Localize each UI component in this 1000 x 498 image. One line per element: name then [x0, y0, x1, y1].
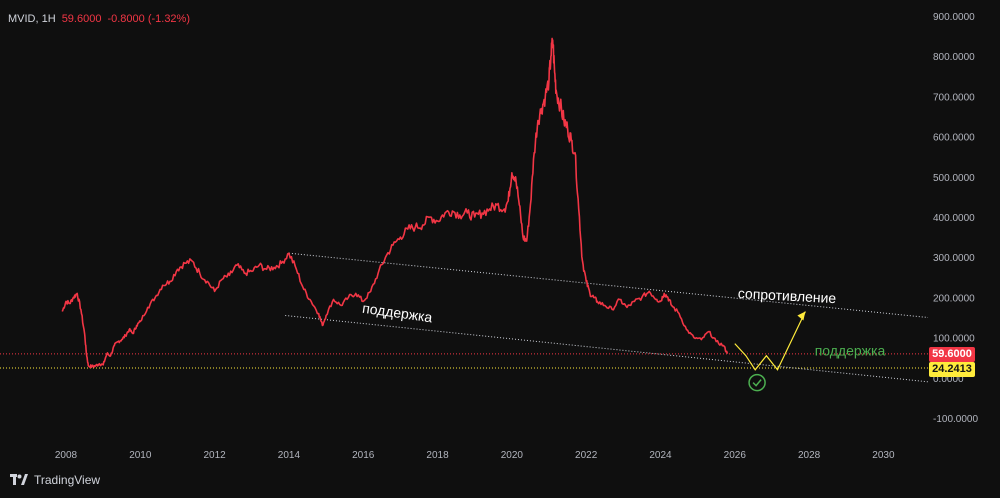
x-tick-label: 2018 — [426, 450, 449, 461]
y-tick-label: 500.0000 — [933, 173, 975, 184]
annotation-layer: сопротивление поддержка поддержка — [361, 285, 886, 392]
tradingview-brand: TradingView — [34, 473, 101, 487]
price-change: -0.8000 (-1.32%) — [107, 13, 190, 25]
forecast-path[interactable] — [734, 311, 806, 371]
y-tick-label: 0.0000 — [933, 374, 964, 385]
x-tick-label: 2030 — [872, 450, 895, 461]
x-tick-label: 2026 — [724, 450, 747, 461]
forecast-arrow-head — [797, 311, 806, 321]
x-tick-label: 2012 — [204, 450, 227, 461]
tradingview-icon — [10, 474, 28, 485]
annotation-label[interactable]: сопротивление — [738, 285, 837, 306]
price-series-line[interactable] — [61, 37, 729, 369]
x-tick-label: 2016 — [352, 450, 375, 461]
y-tick-label: 800.0000 — [933, 52, 975, 63]
y-tick-label: 100.0000 — [933, 334, 975, 345]
support-price-tag: 24.2413 — [929, 362, 975, 377]
y-tick-label: 900.0000 — [933, 12, 975, 23]
x-tick-label: 2020 — [501, 450, 524, 461]
symbol-label[interactable]: MVID, 1H — [8, 13, 56, 25]
y-tick-label: 600.0000 — [933, 133, 975, 144]
y-tick-label: 400.0000 — [933, 213, 975, 224]
trend-line[interactable] — [288, 252, 929, 318]
x-tick-label: 2028 — [798, 450, 821, 461]
annotation-label[interactable]: поддержка — [361, 300, 433, 326]
x-tick-label: 2008 — [55, 450, 78, 461]
tradingview-logo[interactable]: TradingView — [10, 473, 100, 487]
x-tick-label: 2024 — [649, 450, 672, 461]
x-tick-label: 2014 — [278, 450, 301, 461]
annotation-label[interactable]: поддержка — [815, 343, 886, 359]
y-tick-label: 700.0000 — [933, 92, 975, 103]
last-price: 59.6000 — [61, 13, 102, 25]
check-mark-icon — [752, 379, 762, 387]
lines-layer — [0, 37, 929, 383]
axis-layer: 900.0000 800.0000 700.0000 600.0000 500.0000… — [55, 12, 979, 461]
x-tick-label: 2022 — [575, 450, 598, 461]
y-tick-label: 200.0000 — [933, 293, 975, 304]
y-tick-label: -100.0000 — [933, 414, 978, 425]
chart-header: MVID, 1H 59.6000 -0.8000 (-1.32%) — [8, 13, 190, 25]
check-circle-icon — [748, 373, 766, 392]
x-tick-label: 2010 — [129, 450, 152, 461]
last-price-tag: 59.6000 — [929, 347, 975, 362]
y-tick-label: 300.0000 — [933, 253, 975, 264]
